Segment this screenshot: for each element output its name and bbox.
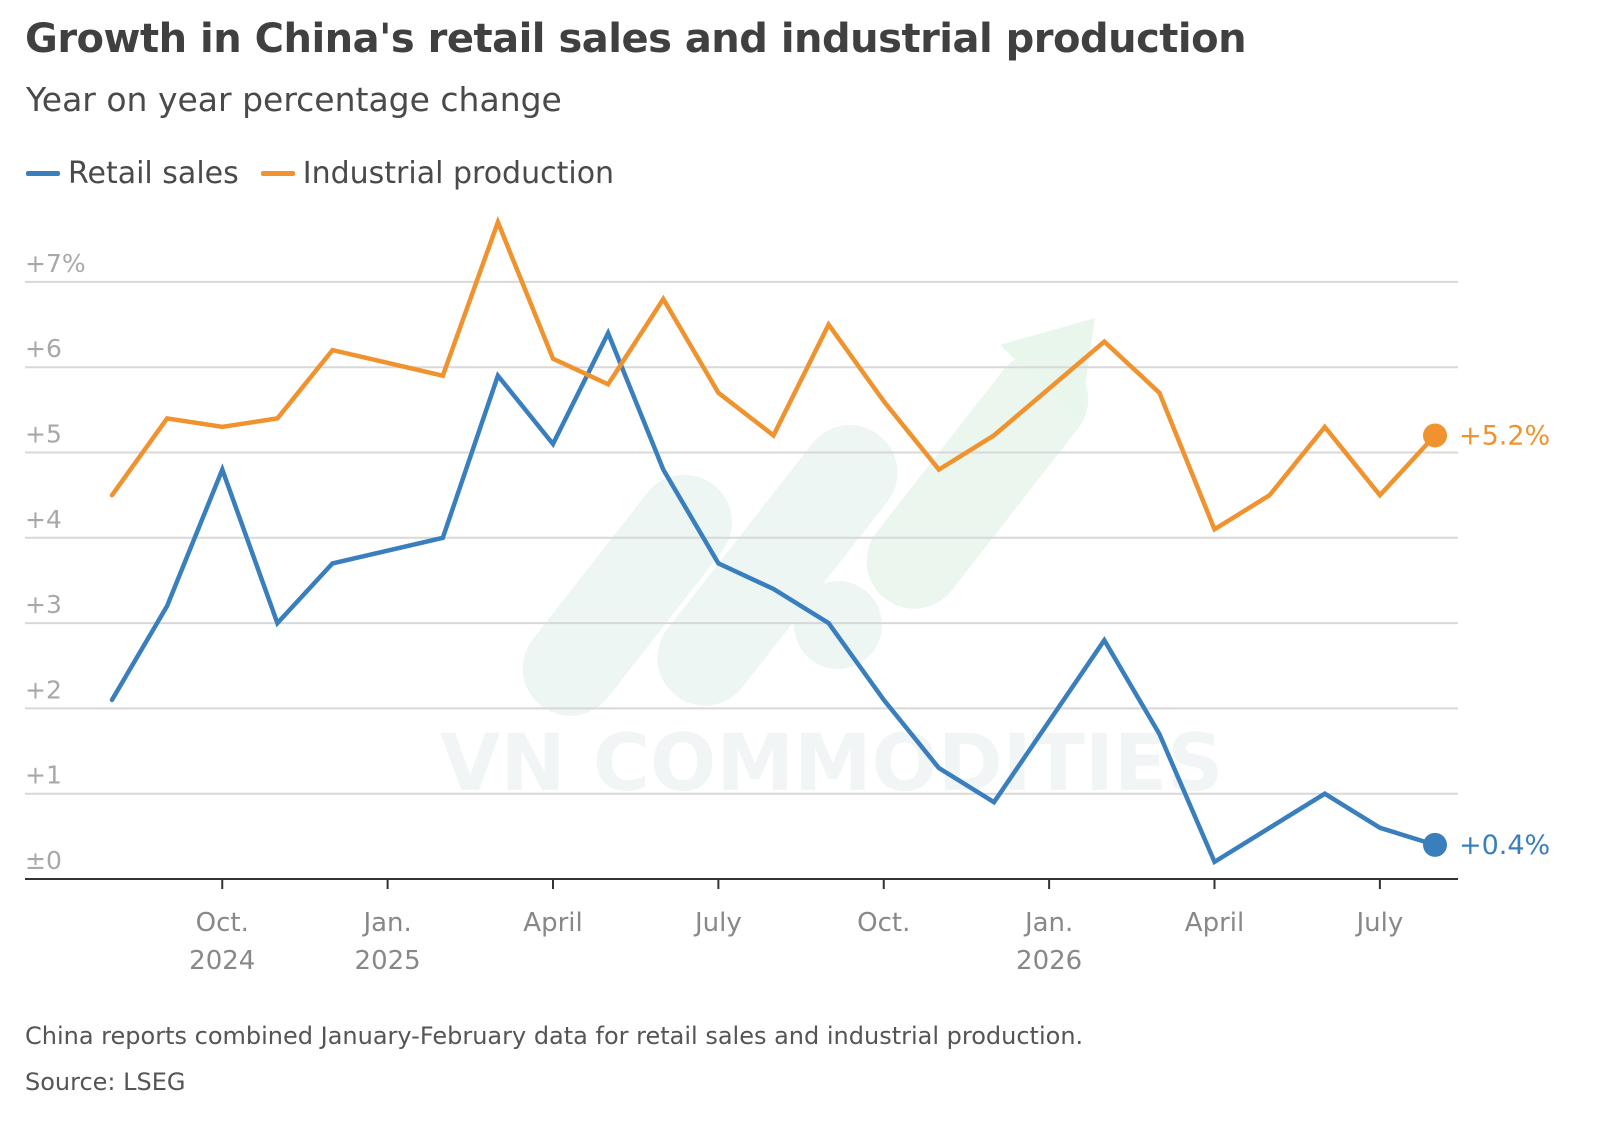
x-tick-label: Oct. — [857, 908, 910, 938]
x-tick-label: Jan. — [1023, 908, 1073, 938]
legend-label-industrial: Industrial production — [302, 156, 615, 191]
series-layer: +0.4% +5.2% — [109, 215, 1550, 866]
x-tick-label: Jan. — [361, 908, 411, 938]
series-line-industrial — [109, 215, 1438, 533]
x-tick-label: July — [693, 908, 742, 938]
y-tick-label: +2 — [25, 675, 62, 704]
legend-item-retail: Retail sales — [26, 156, 239, 191]
x-tick-year-label: 2025 — [355, 946, 421, 976]
legend-swatch-industrial — [260, 171, 295, 176]
end-label-industrial: +5.2% — [1459, 420, 1550, 451]
chart-legend: Retail sales Industrial production — [26, 156, 636, 191]
x-axis: Oct. 2024 Jan. 2025 April July Oct. Jan. 2026 Apr… — [25, 878, 1458, 976]
legend-label-retail: Retail sales — [68, 156, 239, 191]
line-chart: VN COMMODITIES +7% +6 +5 +4 +3 +2 +1 ±0 Oct. 202… — [25, 215, 1550, 976]
y-tick-label: +7% — [25, 249, 86, 278]
chart-subtitle: Year on year percentage change — [26, 80, 562, 119]
x-tick-year-label: 2024 — [189, 946, 255, 976]
end-marker-retail — [1423, 832, 1447, 857]
chart-source: Source: LSEG — [25, 1068, 186, 1096]
end-marker-industrial — [1423, 423, 1447, 448]
x-tick-label: April — [523, 908, 582, 938]
watermark: VN COMMODITIES — [440, 318, 1223, 809]
chart-title: Growth in China's retail sales and indus… — [25, 16, 1247, 62]
watermark-text: VN COMMODITIES — [440, 719, 1223, 809]
x-tick-label: Oct. — [196, 908, 249, 938]
series-line-retail — [109, 327, 1438, 866]
grid — [25, 280, 1458, 795]
x-tick-year-label: 2026 — [1016, 946, 1082, 976]
y-tick-label: +3 — [25, 590, 62, 619]
legend-item-industrial: Industrial production — [260, 156, 615, 191]
y-tick-label: +5 — [25, 420, 62, 449]
x-tick-label: April — [1185, 908, 1244, 938]
y-tick-label: ±0 — [25, 846, 62, 875]
end-label-retail: +0.4% — [1459, 830, 1550, 861]
y-axis: +7% +6 +5 +4 +3 +2 +1 ±0 — [25, 249, 86, 875]
legend-swatch-retail — [26, 171, 60, 176]
y-tick-label: +4 — [25, 505, 62, 534]
y-tick-label: +1 — [25, 761, 62, 790]
chart-note: China reports combined January-February … — [25, 1022, 1084, 1050]
y-tick-label: +6 — [25, 334, 62, 363]
x-tick-label: July — [1354, 908, 1403, 938]
